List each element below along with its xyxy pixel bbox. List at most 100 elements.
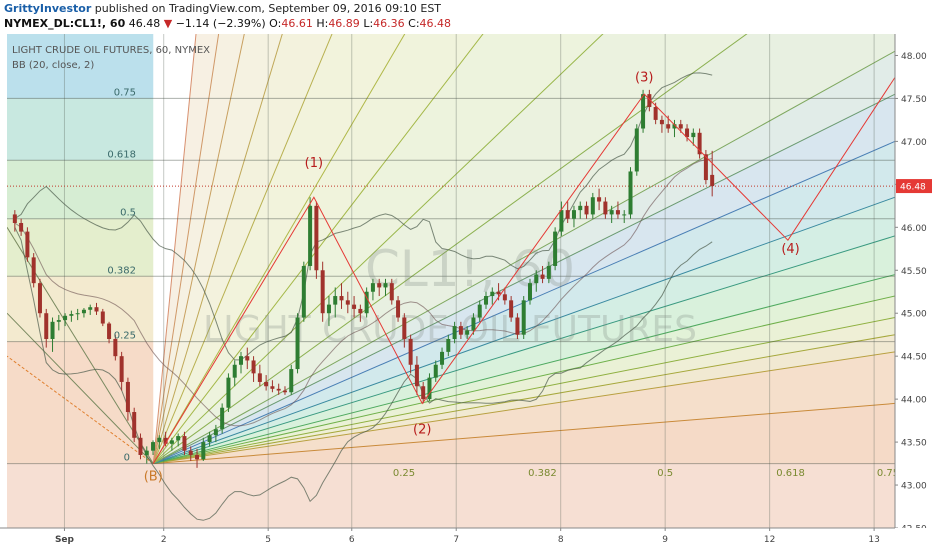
fib-level-labels: 0.75 0.618 0.5 0.382 0.25 0 xyxy=(107,87,136,463)
candle-body-109 xyxy=(697,132,702,155)
candle-body-79 xyxy=(509,300,514,318)
wave-line xyxy=(152,76,895,464)
publish-line: GrittyInvestor published on TradingView.… xyxy=(4,2,441,15)
candle-body-64 xyxy=(414,364,419,387)
candle-body-99 xyxy=(634,128,639,172)
candle-body-70 xyxy=(452,326,457,339)
candle-body-85 xyxy=(546,265,551,279)
candle-body-26 xyxy=(176,436,181,441)
candle-body-9 xyxy=(69,314,74,316)
time-tick-4: 7 xyxy=(453,535,459,545)
time-tick-6: 9 xyxy=(662,535,668,545)
candle-body-61 xyxy=(396,300,401,318)
price-axis-bg xyxy=(895,34,932,550)
legend-indicator: BB (20, close, 2) xyxy=(12,60,94,71)
candle-body-100 xyxy=(641,94,646,129)
time-axis[interactable]: Sep 2 5 6 7 8 9 12 13 xyxy=(0,527,932,550)
fan-line-3 xyxy=(153,317,895,465)
candle-body-82 xyxy=(527,283,532,301)
time-tick-1: 2 xyxy=(161,535,167,545)
candle-body-110 xyxy=(703,154,708,181)
candle-body-19 xyxy=(132,412,137,438)
symbol-quote-line: NYMEX_DL:CL1!, 60 46.48 ▼ −1.14 (−2.39%)… xyxy=(4,17,451,30)
fib-time-labels: 0.25 0.382 0.5 0.618 0.75 xyxy=(393,468,899,479)
candle-body-47 xyxy=(308,205,313,266)
candle-body-78 xyxy=(502,294,507,301)
candle-body-58 xyxy=(377,283,382,288)
candle-body-108 xyxy=(691,132,696,138)
candle-body-95 xyxy=(609,210,614,215)
price-tick-9: 47.00 xyxy=(901,138,927,148)
fib-label-2: 0.5 xyxy=(120,208,136,219)
candle-body-101 xyxy=(647,94,652,108)
candle-body-73 xyxy=(471,317,476,331)
candle-body-96 xyxy=(615,210,620,215)
candle-body-0 xyxy=(12,214,17,224)
candle-body-103 xyxy=(659,119,664,125)
candle-body-33 xyxy=(220,407,225,430)
candle-body-36 xyxy=(239,356,243,365)
time-tick-0: Sep xyxy=(55,535,75,545)
low-value: 46.36 xyxy=(373,17,405,30)
fan-line-10 xyxy=(153,50,895,465)
price-tick-7: 46.00 xyxy=(901,224,927,234)
close-label: C: xyxy=(408,17,420,30)
price-tick-4: 44.50 xyxy=(901,353,927,363)
candle-body-72 xyxy=(465,330,470,335)
candle-body-25 xyxy=(169,440,174,444)
candle-body-22 xyxy=(151,442,156,451)
wave-label-2: (2) xyxy=(413,422,431,437)
candle-body-3 xyxy=(31,257,36,284)
fib-label-5: 0 xyxy=(124,453,130,464)
candle-body-5 xyxy=(44,313,49,339)
fan-line-5 xyxy=(153,274,895,465)
open-value: 46.61 xyxy=(281,17,313,30)
time-axis-bg xyxy=(0,528,932,550)
candle-body-45 xyxy=(295,317,300,370)
author-name[interactable]: GrittyInvestor xyxy=(4,2,92,15)
candle-body-107 xyxy=(685,128,690,138)
candle-body-39 xyxy=(257,373,262,382)
candle-body-2 xyxy=(25,231,30,258)
candle-body-74 xyxy=(477,304,482,318)
candle-body-102 xyxy=(653,107,658,120)
candle-body-104 xyxy=(666,124,671,129)
candle-body-35 xyxy=(232,364,237,378)
wave-label-0: (B) xyxy=(144,470,163,485)
candle-body-44 xyxy=(289,369,294,393)
candle-body-49 xyxy=(320,270,325,314)
candle-body-15 xyxy=(107,323,112,339)
candle-body-21 xyxy=(144,450,149,455)
fib-label-3: 0.382 xyxy=(107,265,136,276)
candle-body-84 xyxy=(540,274,545,279)
candle-body-43 xyxy=(282,390,287,393)
fan-line-9 xyxy=(153,93,895,465)
candle-body-75 xyxy=(484,296,489,305)
candle-body-37 xyxy=(245,356,250,361)
fib-band-0 xyxy=(7,34,154,99)
price-tick-1: 43.00 xyxy=(901,482,927,492)
candle-body-59 xyxy=(383,283,388,288)
legend-title: LIGHT CRUDE OIL FUTURES, 60, NYMEX xyxy=(12,45,210,56)
candle-body-10 xyxy=(75,313,80,315)
fan-line-2 xyxy=(153,334,895,465)
price-tick-10: 47.50 xyxy=(901,95,927,105)
time-tick-8: 13 xyxy=(868,535,879,545)
price-chart[interactable]: CL1!, 60 LIGHT CRUDE OIL FUTURES 0.750.6… xyxy=(0,34,932,550)
high-value: 46.89 xyxy=(328,17,360,30)
change-value: −1.14 (−2.39%) xyxy=(175,17,266,30)
price-tick-3: 44.00 xyxy=(901,396,927,406)
candle-body-111 xyxy=(710,174,715,187)
candle-body-50 xyxy=(326,304,331,314)
last-price-badge-label: 46.48 xyxy=(900,183,926,193)
down-fan-line-2 xyxy=(7,227,154,464)
candle-body-20 xyxy=(138,437,143,455)
price-axis[interactable]: 42.5043.0043.5044.0044.5045.0045.5046.00… xyxy=(894,34,932,550)
candle-body-94 xyxy=(603,201,608,215)
time-label-1: 0.382 xyxy=(528,468,557,479)
fan-line-15 xyxy=(152,34,333,464)
symbol-label: NYMEX_DL:CL1!, 60 xyxy=(4,17,126,30)
candle-body-28 xyxy=(188,450,193,455)
fan-line-0 xyxy=(153,402,895,465)
candle-body-51 xyxy=(333,296,338,305)
